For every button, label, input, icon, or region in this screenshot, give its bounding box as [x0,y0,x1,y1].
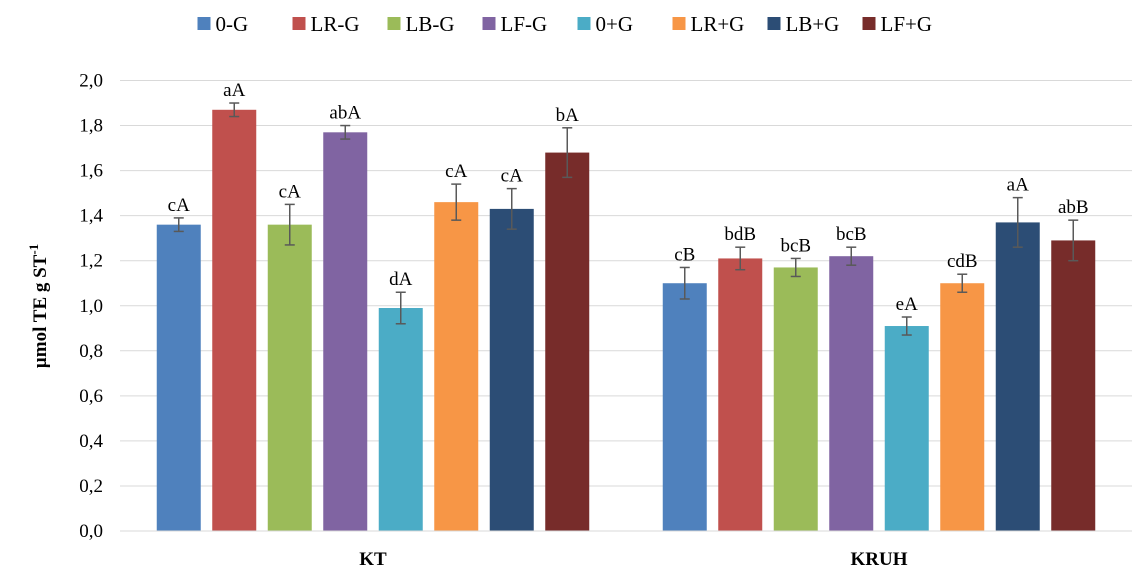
y-tick-label: 0,0 [79,521,103,542]
data-label: cB [674,244,695,265]
y-tick-label: 1,0 [79,296,103,317]
bar-LF+G-KRUH [1051,240,1096,532]
legend-item-LB-G: LB-G [387,12,455,36]
legend-swatch [767,17,781,30]
y-tick-label: 2,0 [79,71,103,92]
legend-item-LB+G: LB+G [767,12,840,36]
bar-LR+G-KT [434,202,479,531]
x-category-label: KRUH [851,549,908,570]
bar-LR-G-KRUH [718,258,763,531]
legend-swatch [862,17,876,30]
legend-swatch [672,17,686,30]
y-tick-label: 0,6 [79,386,103,407]
data-label: cA [279,181,301,202]
bar-LF+G-KT [545,152,590,531]
data-label: bdB [724,224,756,245]
legend-label: LF+G [881,12,933,36]
bar-LB-G-KRUH [773,267,818,531]
y-axis-ticks: 0,0 0,2 0,4 0,6 0,8 1,0 1,2 1,4 1,6 1,8 2,0 [79,71,103,543]
legend: 0-G LR-G LB-G LF-G 0+G LR+G LB+G LF+G [197,12,933,36]
y-axis-label-text: µmol TE g ST [30,254,51,368]
bar-0-G-KRUH [662,283,707,531]
data-label: cA [168,195,190,216]
data-label: bcB [780,235,811,256]
bars [156,109,1096,532]
legend-label: LR-G [311,12,360,36]
legend-item-LF+G: LF+G [862,12,933,36]
x-category-label: KT [359,549,387,570]
bar-LB-G-KT [267,224,312,531]
data-label: eA [896,294,918,315]
bar-LR-G-KT [212,109,257,531]
legend-swatch [482,17,496,30]
legend-label: 0-G [216,12,249,36]
bar-0+G-KT [378,308,423,531]
bar-0-G-KT [156,224,201,531]
y-axis-label: µmol TE g ST-1 [26,244,51,368]
legend-label: LR+G [691,12,745,36]
error-bars [173,102,1079,336]
y-tick-label: 0,4 [79,431,103,452]
legend-item-LF-G: LF-G [482,12,548,36]
data-label: bA [556,105,580,126]
y-tick-label: 1,8 [79,116,103,137]
y-tick-label: 0,2 [79,476,103,497]
data-label: abA [329,103,361,124]
bar-LB+G-KT [489,208,534,531]
bar-0+G-KRUH [884,326,929,531]
legend-item-LR-G: LR-G [292,12,360,36]
bar-LR+G-KRUH [940,283,985,531]
y-tick-label: 1,4 [79,206,103,227]
y-tick-label: 0,8 [79,341,103,362]
data-label: cdB [947,251,978,272]
x-axis-categories: KT KRUH [359,549,907,570]
y-axis-label-superscript: -1 [26,244,41,255]
data-label: dA [389,269,413,290]
bar-LB+G-KRUH [995,222,1040,531]
bar-LF-G-KRUH [829,256,874,531]
data-label: abB [1058,197,1089,218]
data-label: aA [1007,175,1029,196]
legend-label: LB+G [786,12,840,36]
data-labels: cA aA cA abA dA cA cA bA cB bdB bcB bcB eA cdB aA abB [168,80,1089,315]
data-label: cA [501,166,523,187]
data-label: cA [445,161,467,182]
legend-label: LB-G [406,12,455,36]
legend-swatch [292,17,306,30]
legend-label: 0+G [596,12,634,36]
legend-item-0-G: 0-G [197,12,249,36]
legend-swatch [387,17,401,30]
data-label: bcB [836,224,867,245]
legend-swatch [577,17,591,30]
y-tick-label: 1,2 [79,251,103,272]
bar-LF-G-KT [323,132,368,531]
data-label: aA [223,80,245,101]
legend-swatch [197,17,211,30]
legend-label: LF-G [501,12,548,36]
y-tick-label: 1,6 [79,161,103,182]
legend-item-0+G: 0+G [577,12,634,36]
legend-item-LR+G: LR+G [672,12,745,36]
